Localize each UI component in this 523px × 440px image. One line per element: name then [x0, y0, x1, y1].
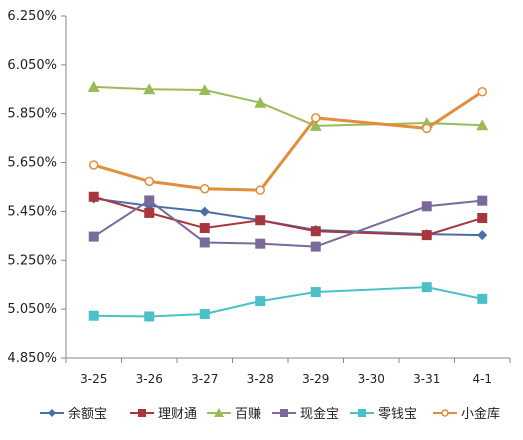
- data-point: [255, 185, 265, 195]
- data-point: [421, 230, 432, 241]
- y-tick-label: 4.850%: [7, 351, 57, 366]
- data-point: [422, 123, 432, 134]
- x-tick-label: 3-27: [191, 372, 218, 386]
- series-5: [89, 86, 487, 195]
- data-point: [87, 80, 100, 92]
- y-tick-label: 5.250%: [7, 253, 57, 268]
- data-point: [255, 296, 266, 307]
- legend-label: 理财通: [158, 407, 197, 422]
- legend-item: 现金宝: [272, 406, 339, 422]
- data-point: [477, 195, 488, 206]
- data-point: [476, 119, 489, 131]
- series-lines: [87, 80, 489, 322]
- legend-item: 小金库: [433, 406, 500, 422]
- series-line: [93, 90, 484, 192]
- legend-swatch-marker: [214, 408, 224, 417]
- data-point: [199, 206, 210, 217]
- data-point: [144, 195, 155, 206]
- x-tick-labels: 3-25 3-26 3-27 3-28 3-29 3-30 3-31 4-1: [80, 372, 492, 386]
- data-point: [144, 207, 155, 218]
- data-point: [477, 293, 488, 304]
- y-tick-labels: 4.850% 5.050% 5.250% 5.450% 5.650% 5.850% 6.05…: [7, 9, 57, 366]
- legend-item: 百赚: [207, 406, 261, 422]
- data-point: [477, 86, 487, 97]
- data-point: [311, 113, 321, 123]
- legend-swatch-marker: [441, 409, 449, 417]
- data-point: [310, 287, 321, 298]
- legend-swatch-marker: [138, 409, 146, 417]
- x-tick-label: 3-26: [136, 372, 163, 386]
- y-tick-label: 5.050%: [7, 302, 57, 317]
- y-tick-label: 6.050%: [7, 58, 57, 73]
- series-4: [88, 282, 488, 322]
- legend-swatch-marker: [358, 409, 366, 417]
- data-point: [421, 282, 432, 293]
- legend-item: 理财通: [130, 407, 197, 422]
- data-point: [255, 238, 266, 249]
- series-2: [87, 80, 489, 131]
- data-point: [89, 160, 99, 170]
- x-tick-label: 3-30: [358, 372, 385, 386]
- data-point: [143, 83, 156, 95]
- legend-item: 余额宝: [40, 406, 107, 422]
- data-point: [144, 311, 155, 322]
- data-point: [88, 231, 99, 242]
- y-tick-label: 5.650%: [7, 156, 57, 171]
- y-tick-label: 5.450%: [7, 204, 57, 219]
- legend-label: 零钱宝: [378, 407, 417, 422]
- data-point: [310, 241, 321, 252]
- x-tick-label: 3-29: [302, 372, 329, 386]
- x-tick-label: 3-25: [80, 372, 107, 386]
- data-point: [200, 183, 210, 194]
- legend-label: 余额宝: [68, 406, 107, 422]
- data-point: [199, 223, 210, 234]
- legend-label: 现金宝: [300, 406, 339, 422]
- data-point: [477, 213, 488, 224]
- data-point: [144, 176, 154, 187]
- x-tick-label: 3-28: [247, 372, 274, 386]
- data-point: [255, 215, 266, 226]
- data-point: [199, 309, 210, 320]
- data-point: [254, 96, 267, 108]
- x-tick-label: 4-1: [472, 372, 492, 386]
- legend-swatch-marker: [48, 409, 56, 417]
- legend: 余额宝 理财通 百赚 现金宝 零钱宝 小金库: [40, 406, 500, 422]
- x-tick-label: 3-31: [413, 372, 440, 386]
- data-point: [310, 226, 321, 237]
- legend-swatch-marker: [280, 409, 288, 417]
- legend-label: 百赚: [235, 406, 261, 422]
- data-point: [199, 237, 210, 248]
- series-3: [88, 195, 488, 252]
- data-point: [309, 119, 322, 131]
- data-point: [477, 230, 488, 241]
- legend-label: 小金库: [461, 406, 500, 422]
- y-tick-label: 5.850%: [7, 107, 57, 122]
- data-point: [198, 84, 211, 96]
- chart-axes: [61, 15, 511, 363]
- y-tick-label: 6.250%: [7, 9, 57, 24]
- data-point: [88, 310, 99, 321]
- data-point: [88, 191, 99, 202]
- data-point: [421, 201, 432, 212]
- series-1: [88, 191, 488, 241]
- legend-item: 零钱宝: [350, 407, 417, 422]
